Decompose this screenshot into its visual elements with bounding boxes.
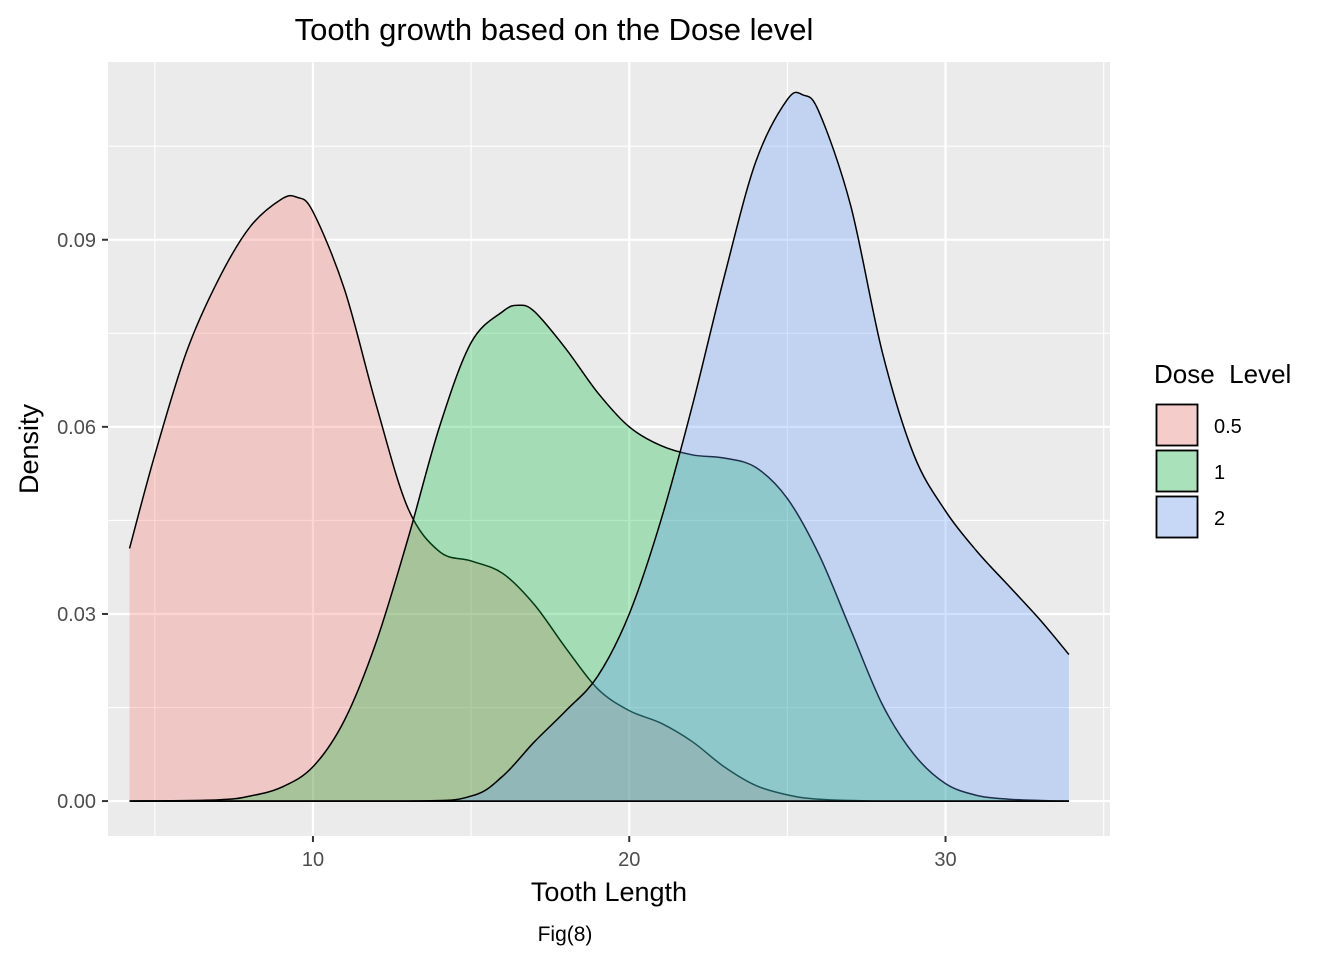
y-axis: 0.00 0.03 0.06 0.09 xyxy=(57,230,108,813)
density-line-2 xyxy=(129,91,1070,802)
legend-key-2 xyxy=(1155,495,1199,539)
density-area-1 xyxy=(129,305,1069,802)
density-area-2 xyxy=(129,92,1069,802)
figure-caption: Fig(8) xyxy=(538,923,593,946)
density-areas xyxy=(128,91,1070,802)
x-axis-label: Tooth Length xyxy=(531,877,687,907)
y-tick-label: 0.06 xyxy=(57,417,96,439)
legend-key-0.5 xyxy=(1155,403,1199,447)
y-tick-label: 0.09 xyxy=(57,230,96,252)
legend: Dose Level 0.5 1 2 xyxy=(1154,359,1291,539)
legend-key-bg-0.5 xyxy=(1155,403,1199,447)
density-line-1 xyxy=(129,304,1069,802)
chart-title: Tooth growth based on the Dose level xyxy=(295,12,814,47)
y-tick-label: 0.03 xyxy=(57,604,96,626)
legend-items: 0.5 1 2 xyxy=(1155,403,1242,539)
x-tick-label: 20 xyxy=(618,849,640,871)
legend-title: Dose Level xyxy=(1154,359,1291,389)
legend-key-bg-1 xyxy=(1155,449,1199,493)
density-line-0.5 xyxy=(128,194,1069,802)
legend-label-2: 2 xyxy=(1214,508,1225,530)
legend-key-bg-2 xyxy=(1155,495,1199,539)
x-tick-label: 10 xyxy=(302,849,324,871)
density-area-0.5 xyxy=(129,195,1069,802)
y-tick-label: 0.00 xyxy=(57,791,96,813)
grid-minor xyxy=(108,62,1110,836)
legend-label-0.5: 0.5 xyxy=(1214,416,1242,438)
legend-key-1 xyxy=(1155,449,1199,493)
legend-label-1: 1 xyxy=(1214,462,1225,484)
x-tick-label: 30 xyxy=(934,849,956,871)
y-axis-label: Density xyxy=(14,403,44,494)
x-axis: 10 20 30 xyxy=(302,836,957,871)
